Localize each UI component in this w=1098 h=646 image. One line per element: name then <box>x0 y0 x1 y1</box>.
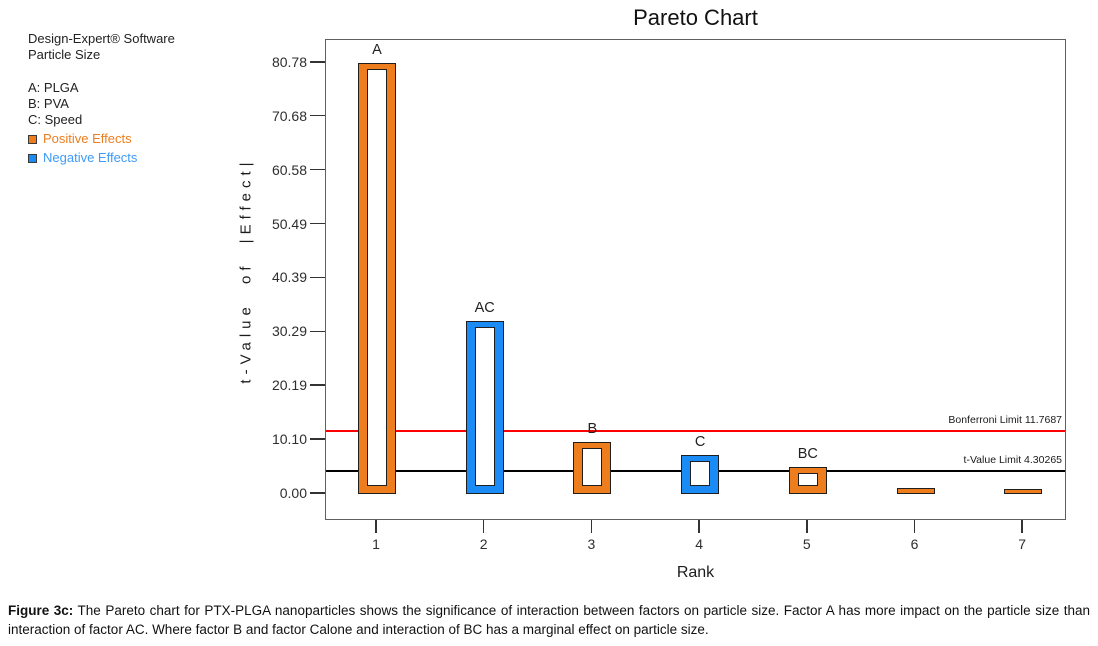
y-tick-10.10 <box>310 438 325 440</box>
x-tick-5 <box>806 520 808 533</box>
x-tick-label-7: 7 <box>1018 536 1027 552</box>
reference-line-bonferroni <box>326 430 1065 433</box>
reference-line-label-bonferroni: Bonferroni Limit 11.7687 <box>948 414 1062 427</box>
negative-effects-label: Negative Effects <box>43 150 138 165</box>
x-tick-3 <box>590 520 593 533</box>
bar-label-B: B <box>587 421 598 438</box>
chart-title: Pareto Chart <box>633 5 758 30</box>
x-tick-2 <box>482 520 485 533</box>
bar-rank-2-AC <box>465 320 504 494</box>
y-tick-80.78 <box>310 61 325 63</box>
bar-label-AC: AC <box>474 299 495 316</box>
y-tick-40.39 <box>310 276 325 279</box>
x-tick-label-4: 4 <box>695 536 703 552</box>
positive-effects-label: Positive Effects <box>43 131 132 146</box>
plot-area: Bonferroni Limit 11.7687 t-Value Limit 4.… <box>325 39 1066 520</box>
response-name: Particle Size <box>28 47 101 62</box>
y-tick-30.29 <box>310 330 325 333</box>
x-tick-7 <box>1021 520 1023 533</box>
figure-caption-prefix: Figure 3c: <box>8 603 74 618</box>
y-tick-label-60.58: 60.58 <box>271 161 307 178</box>
figure-caption: Figure 3c: The Pareto chart for PTX-PLGA… <box>8 601 1090 639</box>
bar-inner-5 <box>797 472 818 486</box>
info-spacer <box>28 63 175 80</box>
y-tick-label-40.39: 40.39 <box>271 269 307 286</box>
y-tick-60.58 <box>310 168 325 171</box>
bar-inner-4 <box>690 461 711 486</box>
y-tick-label-0.00: 0.00 <box>279 485 307 501</box>
legend-item-negative: Negative Effects <box>28 150 175 166</box>
bar-rank-1-A <box>358 62 396 494</box>
y-tick-label-80.78: 80.78 <box>271 53 307 70</box>
x-tick-label-3: 3 <box>587 536 596 552</box>
y-tick-50.49 <box>310 222 325 225</box>
reference-line-label-tvalue: t-Value Limit 4.30265 <box>963 454 1062 467</box>
x-tick-label-1: 1 <box>372 536 380 552</box>
bar-rank-4-C <box>681 455 720 494</box>
factor-c-label: C: Speed <box>28 112 83 127</box>
bar-rank-7 <box>1004 489 1043 494</box>
y-tick-label-20.19: 20.19 <box>271 377 307 394</box>
software-name: Design-Expert® Software <box>28 31 175 46</box>
info-panel: Design-Expert® Software Particle Size A:… <box>28 31 175 166</box>
bar-rank-3-B <box>573 442 612 494</box>
y-tick-70.68 <box>310 114 325 117</box>
figure-caption-text: The Pareto chart for PTX-PLGA nanopartic… <box>8 603 1090 637</box>
bar-inner-1 <box>367 68 387 486</box>
bar-rank-6 <box>896 487 935 494</box>
y-tick-label-70.68: 70.68 <box>271 107 307 124</box>
bar-inner-3 <box>582 448 603 486</box>
x-tick-4 <box>698 520 700 533</box>
factor-b-label: B: PVA <box>28 96 69 111</box>
legend-item-positive: Positive Effects <box>28 131 175 147</box>
y-tick-label-30.29: 30.29 <box>271 323 307 340</box>
y-tick-label-50.49: 50.49 <box>271 215 307 232</box>
x-tick-label-6: 6 <box>910 536 919 552</box>
positive-effects-swatch-icon <box>28 134 37 144</box>
y-tick-label-10.10: 10.10 <box>271 431 307 448</box>
x-tick-label-5: 5 <box>802 536 811 552</box>
negative-effects-swatch-icon <box>28 153 37 163</box>
factor-a-label: A: PLGA <box>28 80 79 95</box>
bar-label-A: A <box>372 41 382 58</box>
bar-rank-5-BC <box>788 466 827 494</box>
y-tick-0.00 <box>310 492 325 494</box>
x-tick-6 <box>913 520 916 533</box>
x-tick-1 <box>375 520 377 533</box>
y-tick-20.19 <box>310 384 325 386</box>
bar-inner-2 <box>474 326 495 486</box>
bar-label-C: C <box>694 434 706 451</box>
x-axis-title: Rank <box>676 564 715 581</box>
bar-label-BC: BC <box>797 445 818 462</box>
x-tick-label-2: 2 <box>479 536 488 552</box>
